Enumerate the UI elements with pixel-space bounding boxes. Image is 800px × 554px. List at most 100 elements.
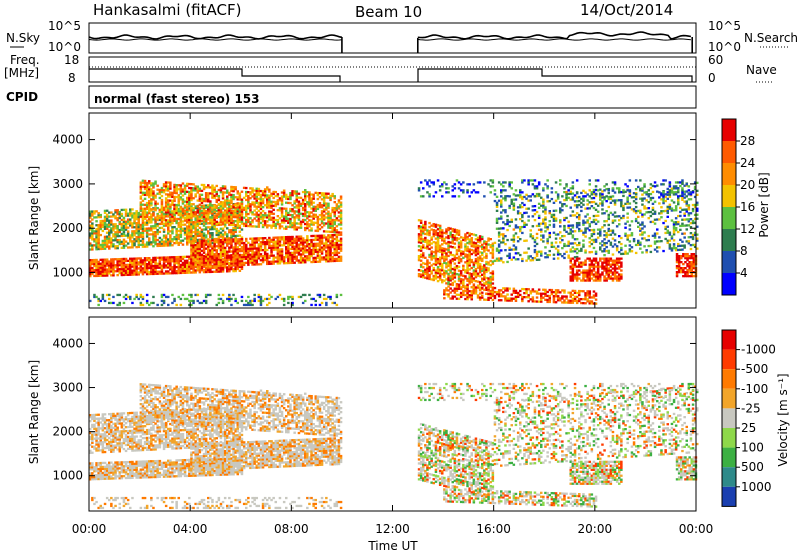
range-cell <box>242 222 246 225</box>
range-cell <box>285 236 288 239</box>
range-cell <box>276 238 280 241</box>
range-cell <box>276 244 280 247</box>
range-cell <box>242 263 246 267</box>
range-cell <box>202 222 206 225</box>
range-cell <box>304 197 307 200</box>
range-cell <box>112 266 115 269</box>
range-cell <box>310 297 313 301</box>
range-cell <box>459 287 463 291</box>
range-cell <box>263 237 267 240</box>
range-cell <box>156 238 159 242</box>
range-cell <box>97 230 100 233</box>
range-cell <box>491 244 495 247</box>
range-cell <box>152 272 155 276</box>
range-cell <box>318 244 322 247</box>
range-cell <box>268 212 271 215</box>
range-cell <box>272 242 275 245</box>
range-cell <box>506 214 509 218</box>
range-cell <box>331 301 334 305</box>
range-cell <box>337 219 341 222</box>
range-cell <box>495 209 499 212</box>
range-cell <box>223 199 227 202</box>
range-cell <box>226 191 229 194</box>
range-cell <box>257 191 261 194</box>
range-cell <box>238 234 242 237</box>
range-cell <box>544 218 547 221</box>
range-cell <box>331 208 334 212</box>
range-cell <box>531 259 535 262</box>
range-cell <box>160 208 164 212</box>
range-cell <box>217 256 221 259</box>
range-cell <box>280 201 284 204</box>
range-cell <box>268 254 271 257</box>
range-cell <box>266 224 269 227</box>
range-cell <box>276 256 280 259</box>
range-cell <box>177 243 181 246</box>
range-cell <box>190 212 193 216</box>
range-cell <box>137 223 141 227</box>
range-cell <box>308 195 311 198</box>
range-cell <box>521 213 524 217</box>
range-cell <box>249 253 252 256</box>
range-cell <box>209 218 212 221</box>
range-cell <box>112 260 115 263</box>
range-cell <box>124 234 128 237</box>
range-cell <box>457 229 461 232</box>
range-cell <box>320 234 324 237</box>
range-cell <box>141 233 145 236</box>
range-cell <box>129 297 132 301</box>
range-cell <box>287 245 290 249</box>
range-cell <box>160 206 164 209</box>
range-cell <box>249 203 252 206</box>
range-cell <box>327 206 330 209</box>
range-cell <box>116 264 119 267</box>
range-cell <box>308 225 311 228</box>
range-cell <box>179 184 183 187</box>
range-cell <box>112 243 115 246</box>
range-cell <box>253 205 256 208</box>
range-cell <box>261 198 265 201</box>
range-cell <box>173 191 176 195</box>
range-cell <box>487 277 490 280</box>
range-cell <box>289 217 292 221</box>
range-cell <box>139 191 143 194</box>
range-cell <box>143 263 147 266</box>
range-cell <box>308 203 311 206</box>
range-cell <box>177 204 181 207</box>
range-cell <box>426 231 429 234</box>
range-cell <box>204 266 208 270</box>
range-cell <box>196 222 200 226</box>
range-cell <box>312 197 315 200</box>
range-cell <box>514 232 518 235</box>
range-cell <box>122 240 126 243</box>
range-cell <box>280 256 284 259</box>
nsky-tick-top: 10^5 <box>48 19 81 33</box>
range-cell <box>215 231 219 235</box>
range-cell <box>150 260 153 264</box>
range-cell <box>565 295 568 298</box>
range-cell <box>114 270 117 273</box>
range-cell <box>316 219 320 223</box>
range-cell <box>514 297 518 300</box>
range-cell <box>419 255 423 258</box>
range-cell <box>160 188 164 192</box>
range-cell <box>266 226 269 229</box>
range-cell <box>183 216 187 219</box>
range-cell <box>93 212 96 215</box>
range-cell <box>198 199 202 202</box>
range-cell <box>422 276 425 279</box>
range-cell <box>215 194 219 198</box>
range-cell <box>198 265 202 269</box>
range-cell <box>453 242 457 245</box>
range-cell <box>419 265 423 268</box>
range-cell <box>329 256 332 259</box>
range-cell <box>449 251 452 254</box>
range-cell <box>230 193 233 197</box>
range-cell <box>459 260 463 263</box>
range-cell <box>148 239 151 242</box>
range-cell <box>221 299 225 303</box>
range-cell <box>116 270 119 273</box>
range-cell <box>291 251 294 254</box>
range-cell <box>143 221 147 224</box>
range-cell <box>207 243 210 246</box>
